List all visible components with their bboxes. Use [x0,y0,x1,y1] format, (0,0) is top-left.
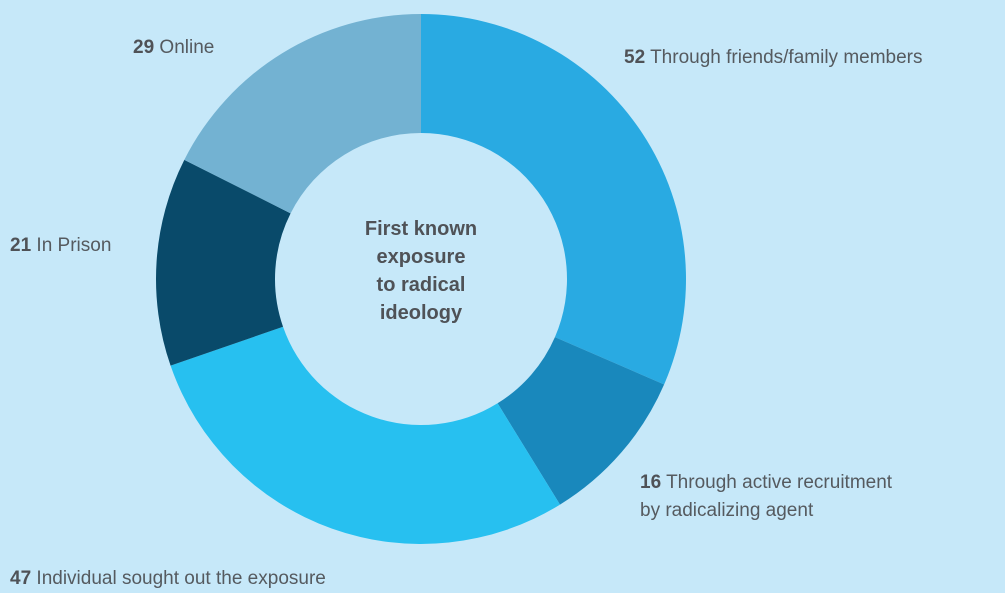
slice-value: 47 [10,568,32,589]
slice-label-online: 29 Online [133,34,214,62]
slice-text: Online [159,37,215,58]
slice-label-in-prison: 21 In Prison [10,232,111,260]
slice-text: Individual sought out the exposure [36,568,326,589]
slice-value: 29 [133,37,155,58]
slice-value: 21 [10,235,32,256]
slice-value: 52 [624,47,646,68]
slice-label-active-recruitment: 16 Through active recruitment by radicali… [640,469,892,525]
slice-sought-out [170,326,560,545]
slice-text: Through active recruitment by radicalizin… [640,472,893,521]
slice-in-prison [156,159,291,366]
slice-text: Through friends/family members [650,47,923,68]
slice-text: In Prison [36,235,112,256]
slice-online [184,14,421,214]
slice-label-friends-family: 52 Through friends/family members [624,44,923,72]
slice-active-recruitment [497,337,665,505]
chart-center-title: First known exposure to radical ideology [364,218,478,324]
slice-value: 16 [640,472,662,493]
slice-label-sought-out: 47 Individual sought out the exposure [10,565,326,593]
slice-friends-family [421,14,686,385]
